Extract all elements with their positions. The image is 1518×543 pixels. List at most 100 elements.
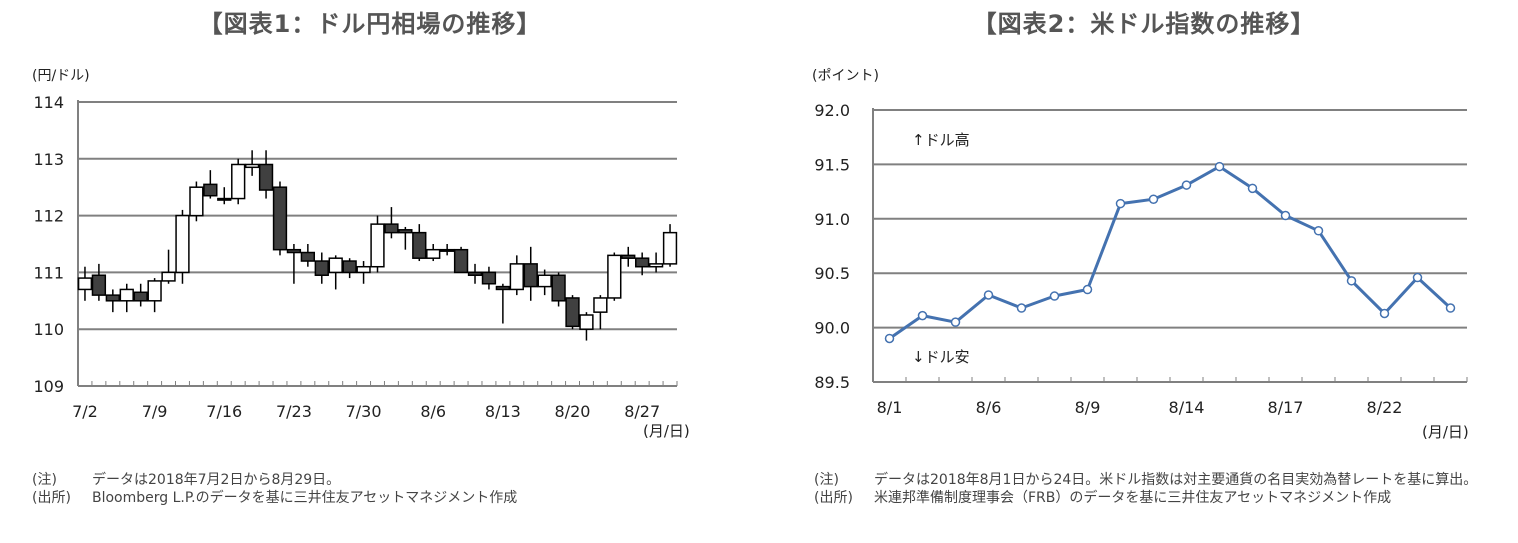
chart2-svg: (ポイント) (月/日) ↑ドル高 ↓ドル安 89.5 90.0 90.5 91.0 9… [812,68,1469,441]
data-point [983,290,994,300]
y-tick-label: 114 [33,93,64,112]
chart1-title: 【図表1：ドル円相場の推移】 [198,10,542,38]
x-tick-label: 8/22 [1367,398,1403,417]
candle-body-up [328,257,343,274]
source-text: 米連邦準備制度理事会（FRB）のデータを基に三井住友アセットマネジメント作成 [874,490,1392,506]
candle-body-up [426,248,441,259]
data-point [1115,198,1126,209]
candle-body-down [300,251,316,262]
x-tick-label: 8/17 [1268,398,1304,417]
y-tick-label: 111 [33,263,64,282]
candle-body-up [175,214,190,274]
chart1-source-row: (出所) Bloomberg L.P.のデータを基に三井住友アセットマネジメント… [32,489,732,507]
annotation-dollar-up: ↑ドル高 [912,131,970,149]
candle-body-down [105,294,120,302]
candle-body-up [189,186,204,217]
x-tick-label: 8/27 [624,402,660,421]
candle-body-up [356,265,371,274]
candle-body-down [342,260,357,274]
x-tick-label: 8/9 [1075,398,1101,417]
chart2-title: 【図表2：米ドル指数の推移】 [972,10,1316,38]
candle-body-up [509,263,524,291]
data-point [1379,308,1390,319]
candle-body-down [286,248,302,254]
candle-body-up [161,271,176,282]
x-tick-label: 8/6 [420,402,446,421]
source-text: Bloomberg L.P.のデータを基に三井住友アセットマネジメント作成 [92,490,518,506]
chart1-y-unit: (円/ドル) [32,68,90,84]
data-point [1445,303,1456,313]
chart2-y-unit: (ポイント) [812,68,879,84]
chart2-x-unit: (月/日) [1422,423,1469,441]
candle-body-up [537,274,552,288]
chart1-panel: 【図表1：ドル円相場の推移】 (円/ドル) (月/日) 109 110 111 112… [0,0,740,543]
data-point [884,333,895,344]
data-point [1313,226,1324,236]
candle-body-down [467,271,483,276]
candle-body-up [147,280,162,302]
note-text: データは2018年8月1日から24日。米ドル指数は対主要通貨の名目実効為替レート… [874,472,1478,488]
x-tick-label: 7/23 [276,402,312,421]
x-tick-label: 8/13 [485,402,521,421]
y-tick-label: 91.0 [814,210,850,229]
candle-body-up [231,163,246,200]
note-key: (注) [814,472,839,488]
candle-body-down [453,248,469,274]
data-point [917,310,928,321]
data-point [1280,210,1291,221]
candle-body-up [439,248,455,252]
annotation-dollar-down: ↓ドル安 [912,348,970,366]
candle-body-up [662,231,678,265]
candle-body-down [621,254,636,259]
chart1-x-unit: (月/日) [643,422,690,440]
data-point [1247,183,1258,194]
candle-body-down [133,291,148,302]
data-point [1016,303,1027,313]
candle-body-down [203,183,218,197]
candle-body-up [579,314,594,330]
x-tick-label: 7/9 [142,402,168,421]
candle-body-up [648,263,664,268]
source-key: (出所) [814,490,853,506]
x-tick-label: 8/1 [877,398,903,417]
series-line [888,165,1452,340]
candle-body-down [272,186,288,251]
y-tick-label: 110 [33,320,64,339]
candle-body-down [384,223,399,234]
y-tick-label: 109 [33,377,64,396]
candle-body-up [77,277,93,291]
y-tick-label: 92.0 [814,101,850,120]
candle-body-down [314,260,329,276]
x-tick-label: 8/20 [555,402,591,421]
y-tick-label: 113 [33,150,64,169]
data-point [1181,180,1192,190]
chart1-svg: (円/ドル) (月/日) 109 110 111 112 113 114 7/2 7/9 7/1… [32,68,690,440]
data-point [1082,284,1093,295]
y-tick-label: 89.5 [814,373,850,392]
chart1-note-row: (注) データは2018年7月2日から8月29日。 [32,471,732,489]
candle-body-up [119,288,134,302]
candle-body-down [635,257,650,268]
data-point [950,317,961,327]
chart2-panel: 【図表2：米ドル指数の推移】 (ポイント) (月/日) ↑ドル高 ↓ドル安 89… [770,0,1518,543]
chart2-note-row: (注) データは2018年8月1日から24日。米ドル指数は対主要通貨の名目実効為… [814,471,1494,489]
y-tick-label: 112 [33,207,64,226]
x-tick-label: 7/30 [346,402,382,421]
x-tick-label: 8/14 [1169,398,1205,417]
y-tick-label: 91.5 [814,155,850,174]
note-key: (注) [32,472,57,488]
data-point [1214,161,1225,172]
note-text: データは2018年7月2日から8月29日。 [92,472,341,488]
candle-body-down [398,229,413,234]
candle-body-down [523,263,538,288]
x-tick-label: 8/6 [976,398,1002,417]
x-tick-label: 7/2 [72,402,98,421]
chart2-source-row: (出所) 米連邦準備制度理事会（FRB）のデータを基に三井住友アセットマネジメン… [814,489,1494,507]
data-point [1346,276,1357,286]
y-tick-label: 90.0 [814,319,850,338]
data-point [1412,272,1423,283]
candle-body-up [607,254,622,299]
candle-body-down [258,163,274,191]
candle-body-down [565,297,580,328]
chart2-notes: (注) データは2018年8月1日から24日。米ドル指数は対主要通貨の名目実効為… [814,471,1494,507]
